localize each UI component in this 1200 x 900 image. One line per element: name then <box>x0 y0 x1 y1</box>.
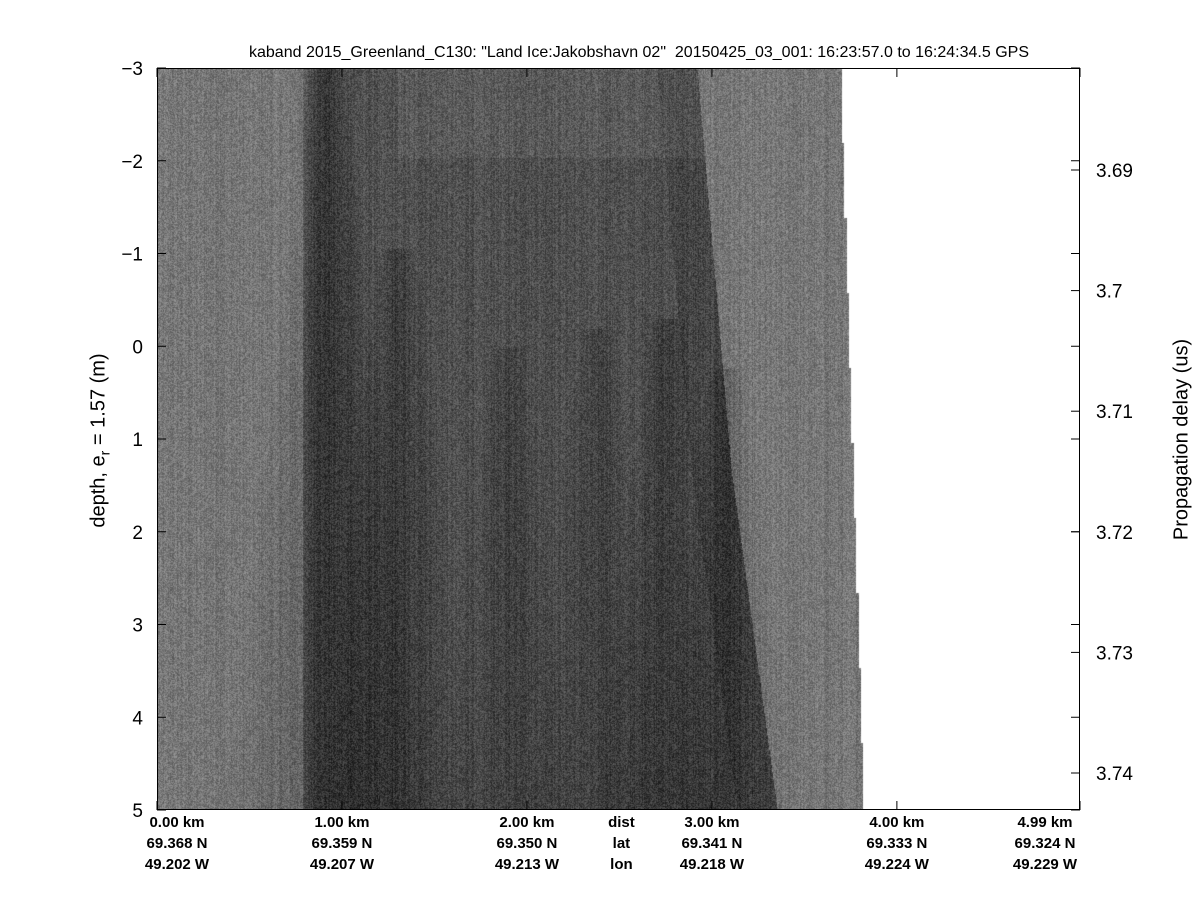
y-axis-left-label-subscript: r <box>96 450 113 456</box>
y-tick-label: 5 <box>132 801 143 822</box>
y-axis-left-label: depth, er = 1.57 (m) <box>88 321 113 561</box>
y-right-tick-label: 3.69 <box>1096 161 1133 182</box>
x-lon-label: 49.213 W <box>494 856 560 873</box>
y-right-tick-label: 3.72 <box>1096 523 1133 544</box>
x-dist-label: 2.00 km <box>499 814 555 831</box>
y-axis-left-label-text: depth, e <box>87 455 110 528</box>
x-row-dist-label: dist <box>608 814 635 831</box>
x-dist-label: 0.00 km <box>149 814 205 831</box>
y-tick-label: 2 <box>132 523 143 544</box>
x-lat-label: 69.333 N <box>866 835 928 852</box>
y-right-tick-label: 3.71 <box>1096 402 1133 423</box>
x-dist-label: 4.00 km <box>869 814 925 831</box>
x-lat-label: 69.350 N <box>496 835 558 852</box>
y-right-tick-label: 3.7 <box>1096 282 1122 303</box>
x-lon-label: 49.207 W <box>309 856 375 873</box>
x-lon-label: 49.229 W <box>1012 856 1078 873</box>
x-lon-label: 49.202 W <box>144 856 210 873</box>
y-tick-label: −1 <box>121 245 143 266</box>
y-tick-label: 4 <box>132 708 143 729</box>
y-axis-right-label: Propagation delay (us) <box>1170 338 1193 541</box>
y-axis-left-label-units: = 1.57 (m) <box>87 353 110 451</box>
y-tick-label: −2 <box>121 152 143 173</box>
x-lat-label: 69.324 N <box>1014 835 1076 852</box>
x-lat-label: 69.368 N <box>146 835 208 852</box>
x-lon-label: 49.218 W <box>679 856 745 873</box>
y-tick-label: 3 <box>132 616 143 637</box>
y-right-tick-label: 3.73 <box>1096 643 1133 664</box>
x-row-lat-label: lat <box>612 835 631 852</box>
y-right-tick-label: 3.74 <box>1096 764 1133 785</box>
y-tick-label: 0 <box>132 337 143 358</box>
x-lat-label: 69.341 N <box>681 835 743 852</box>
x-lon-label: 49.224 W <box>864 856 929 873</box>
y-tick-label: 1 <box>132 430 143 451</box>
chart-title: kaband 2015_Greenland_C130: "Land Ice:Ja… <box>249 44 1029 61</box>
x-dist-label: 3.00 km <box>684 814 740 831</box>
echogram-image <box>157 68 1080 810</box>
x-row-lon-label: lon <box>610 856 633 873</box>
x-dist-label: 4.99 km <box>1017 814 1073 831</box>
x-dist-label: 1.00 km <box>314 814 370 831</box>
x-lat-label: 69.359 N <box>311 835 373 852</box>
y-tick-label: −3 <box>121 59 143 80</box>
